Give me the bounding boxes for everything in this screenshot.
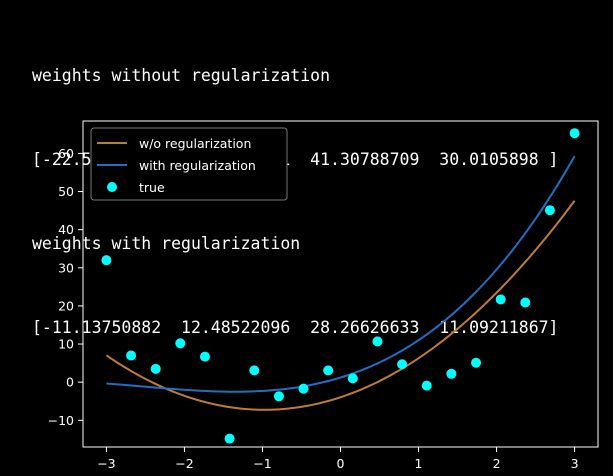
data-point-true bbox=[421, 380, 432, 391]
data-point-true bbox=[347, 373, 358, 384]
x-tick-label: 1 bbox=[415, 456, 423, 471]
y-tick-label: 10 bbox=[58, 337, 74, 352]
data-point-true bbox=[569, 128, 580, 139]
y-tick-label: 40 bbox=[58, 222, 74, 237]
data-point-true bbox=[150, 363, 161, 374]
data-point-true bbox=[471, 357, 482, 368]
legend-box bbox=[90, 127, 288, 201]
legend-label-wo-regularization: w/o regularization bbox=[139, 136, 251, 151]
data-point-true bbox=[101, 255, 112, 266]
data-point-true bbox=[397, 359, 408, 370]
x-tick-label: −1 bbox=[253, 456, 271, 471]
legend-label-with-regularization: with regularization bbox=[139, 158, 256, 173]
y-tick-label: −10 bbox=[48, 413, 74, 428]
data-point-true bbox=[372, 336, 383, 347]
data-point-true bbox=[520, 297, 531, 308]
data-point-true bbox=[199, 351, 210, 362]
legend-label-true: true bbox=[139, 180, 165, 195]
x-tick-label: −3 bbox=[97, 456, 115, 471]
console-line: weights with regularization bbox=[32, 234, 301, 253]
y-tick-label: 60 bbox=[58, 146, 74, 161]
data-point-true bbox=[495, 294, 506, 305]
data-point-true bbox=[249, 365, 260, 376]
x-tick-label: 2 bbox=[493, 456, 501, 471]
data-point-true bbox=[446, 368, 457, 379]
y-tick-label: 20 bbox=[58, 298, 74, 313]
y-axis: −10 0 10 20 30 40 50 60 bbox=[48, 146, 83, 428]
data-point-true bbox=[544, 205, 555, 216]
console-line: [-11.13750882 12.48522096 28.26626633 11… bbox=[32, 318, 559, 337]
console-line: weights without regularization bbox=[32, 66, 331, 85]
x-tick-label: 3 bbox=[571, 456, 579, 471]
legend-marker-true bbox=[107, 182, 117, 192]
x-tick-label: −2 bbox=[175, 456, 193, 471]
series-line-w-o-regularization bbox=[105, 200, 576, 411]
data-point-true bbox=[175, 338, 186, 349]
x-axis: −3 −2 −1 0 1 2 3 bbox=[97, 447, 579, 471]
data-point-true bbox=[126, 350, 137, 361]
y-tick-label: 50 bbox=[58, 184, 74, 199]
x-tick-label: 0 bbox=[337, 456, 345, 471]
data-point-true bbox=[298, 383, 309, 394]
y-tick-label: 30 bbox=[58, 260, 74, 275]
data-point-true bbox=[224, 433, 235, 444]
legend: w/o regularization with regularization t… bbox=[90, 127, 288, 201]
data-point-true bbox=[323, 365, 334, 376]
y-tick-label: 0 bbox=[66, 375, 74, 390]
plot-content bbox=[101, 128, 580, 444]
series-line-with-regularization bbox=[106, 155, 576, 393]
data-point-true bbox=[273, 391, 284, 402]
